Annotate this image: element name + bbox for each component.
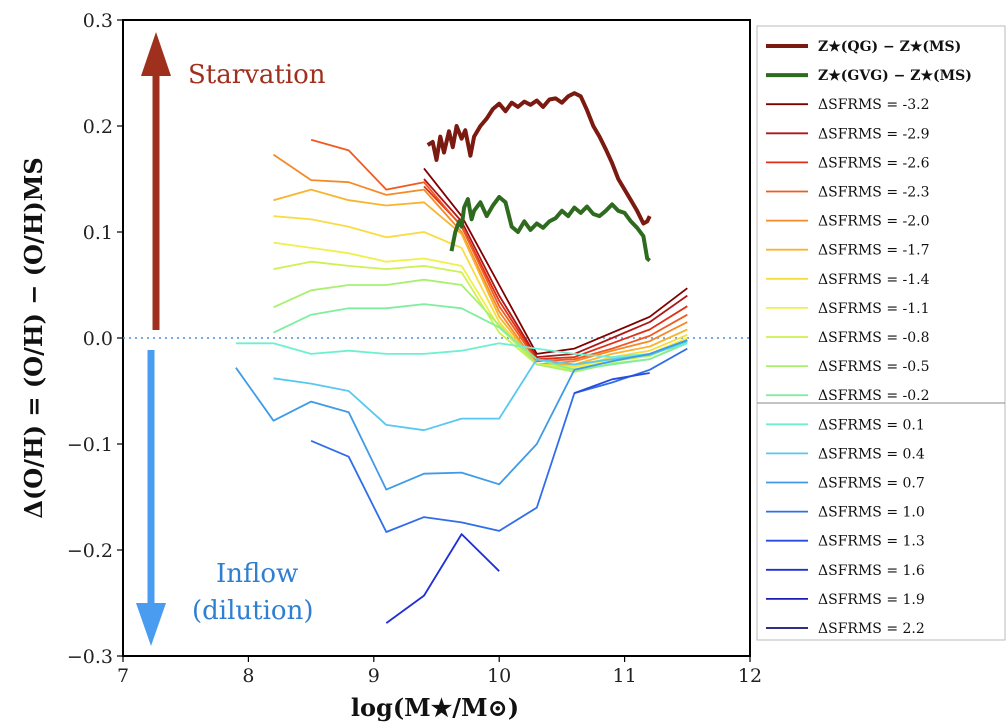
legend-label: ΔSFRMS = 1.6 bbox=[818, 563, 925, 579]
legend-frame bbox=[756, 25, 1006, 641]
starvation-arrow bbox=[141, 32, 171, 330]
y-tick-label: −0.1 bbox=[67, 434, 113, 456]
legend-label: ΔSFRMS = 0.1 bbox=[818, 417, 925, 433]
legend-label: ΔSFRMS = -0.2 bbox=[818, 388, 930, 404]
y-tick-label: 0.1 bbox=[83, 222, 113, 244]
x-axis-ticks: 7 8 9 10 11 12 bbox=[117, 656, 762, 687]
series-line-dsfr-1.0 bbox=[310, 347, 688, 533]
stellar-lines bbox=[426, 91, 652, 263]
series-line-dsfr-0.1 bbox=[235, 342, 688, 359]
legend-label: ΔSFRMS = -0.8 bbox=[818, 330, 930, 346]
x-tick-label: 8 bbox=[242, 665, 254, 687]
series-line-dsfr-1.6 bbox=[385, 533, 500, 624]
legend: Z★(QG) − Z★(MS) Z★(GVG) − Z★(MS) ΔSFRMS = … bbox=[756, 25, 1006, 641]
x-tick-label: 11 bbox=[613, 665, 637, 687]
y-tick-label: −0.3 bbox=[67, 646, 113, 668]
legend-label: ΔSFRMS = 1.9 bbox=[818, 592, 925, 608]
legend-label: ΔSFRMS = -1.1 bbox=[818, 301, 930, 317]
series-line-dsfr--2.3 bbox=[310, 138, 688, 363]
legend-label: ΔSFRMS = -1.4 bbox=[818, 272, 930, 288]
legend-label: ΔSFRMS = 0.7 bbox=[818, 476, 925, 492]
series-line-dsfr-0.4 bbox=[273, 340, 688, 432]
legend-label: ΔSFRMS = 1.0 bbox=[818, 505, 925, 521]
legend-label: ΔSFRMS = -2.9 bbox=[818, 126, 930, 142]
dilution-label: (dilution) bbox=[192, 596, 313, 626]
legend-label: ΔSFRMS = -2.6 bbox=[818, 155, 930, 171]
stellar-line-gvg bbox=[449, 195, 651, 263]
legend-label: ΔSFRMS = -3.2 bbox=[818, 97, 930, 113]
y-tick-label: 0.2 bbox=[83, 116, 113, 138]
legend-label: ΔSFRMS = -2.0 bbox=[818, 214, 930, 230]
y-tick-label: 0.0 bbox=[83, 328, 113, 350]
legend-label: Z★(QG) − Z★(MS) bbox=[818, 39, 961, 55]
series-line-dsfr-1.3 bbox=[574, 372, 650, 394]
y-axis-label: Δ(O/H) = (O/H) − (O/H)MS bbox=[19, 157, 48, 518]
legend-label: ΔSFRMS = 2.2 bbox=[818, 621, 925, 637]
stellar-line-qg bbox=[426, 91, 652, 226]
series-line-dsfr--0.5 bbox=[273, 278, 688, 373]
x-tick-label: 10 bbox=[487, 665, 511, 687]
y-tick-label: −0.2 bbox=[67, 540, 113, 562]
x-tick-label: 9 bbox=[368, 665, 380, 687]
series-line-dsfr--0.2 bbox=[273, 303, 688, 371]
legend-label: ΔSFRMS = -0.5 bbox=[818, 359, 930, 375]
legend-label: ΔSFRMS = 1.3 bbox=[818, 534, 925, 550]
y-tick-label: 0.3 bbox=[83, 10, 113, 32]
series-line-dsfr--2.0 bbox=[272, 153, 688, 366]
x-tick-label: 12 bbox=[738, 665, 762, 687]
legend-label: ΔSFRMS = -1.7 bbox=[818, 243, 930, 259]
inflow-arrow bbox=[136, 350, 166, 646]
legend-label: ΔSFRMS = 0.4 bbox=[818, 446, 925, 462]
x-axis-label: log(M★/M⊙) bbox=[351, 693, 519, 722]
y-axis-ticks: −0.3 −0.2 −0.1 0.0 0.1 0.2 0.3 bbox=[67, 10, 123, 668]
series-line-dsfr--1.7 bbox=[273, 188, 688, 366]
series-line-dsfr-0.7 bbox=[235, 339, 688, 491]
starvation-label: Starvation bbox=[188, 60, 326, 90]
legend-label: Z★(GVG) − Z★(MS) bbox=[818, 68, 972, 84]
series-line-dsfr--2.9 bbox=[423, 178, 688, 359]
inflow-label: Inflow bbox=[216, 559, 298, 589]
series-line-dsfr--0.8 bbox=[273, 260, 688, 371]
legend-label: ΔSFRMS = -2.3 bbox=[818, 185, 930, 201]
series-lines bbox=[235, 138, 688, 624]
x-tick-label: 7 bbox=[117, 665, 129, 687]
